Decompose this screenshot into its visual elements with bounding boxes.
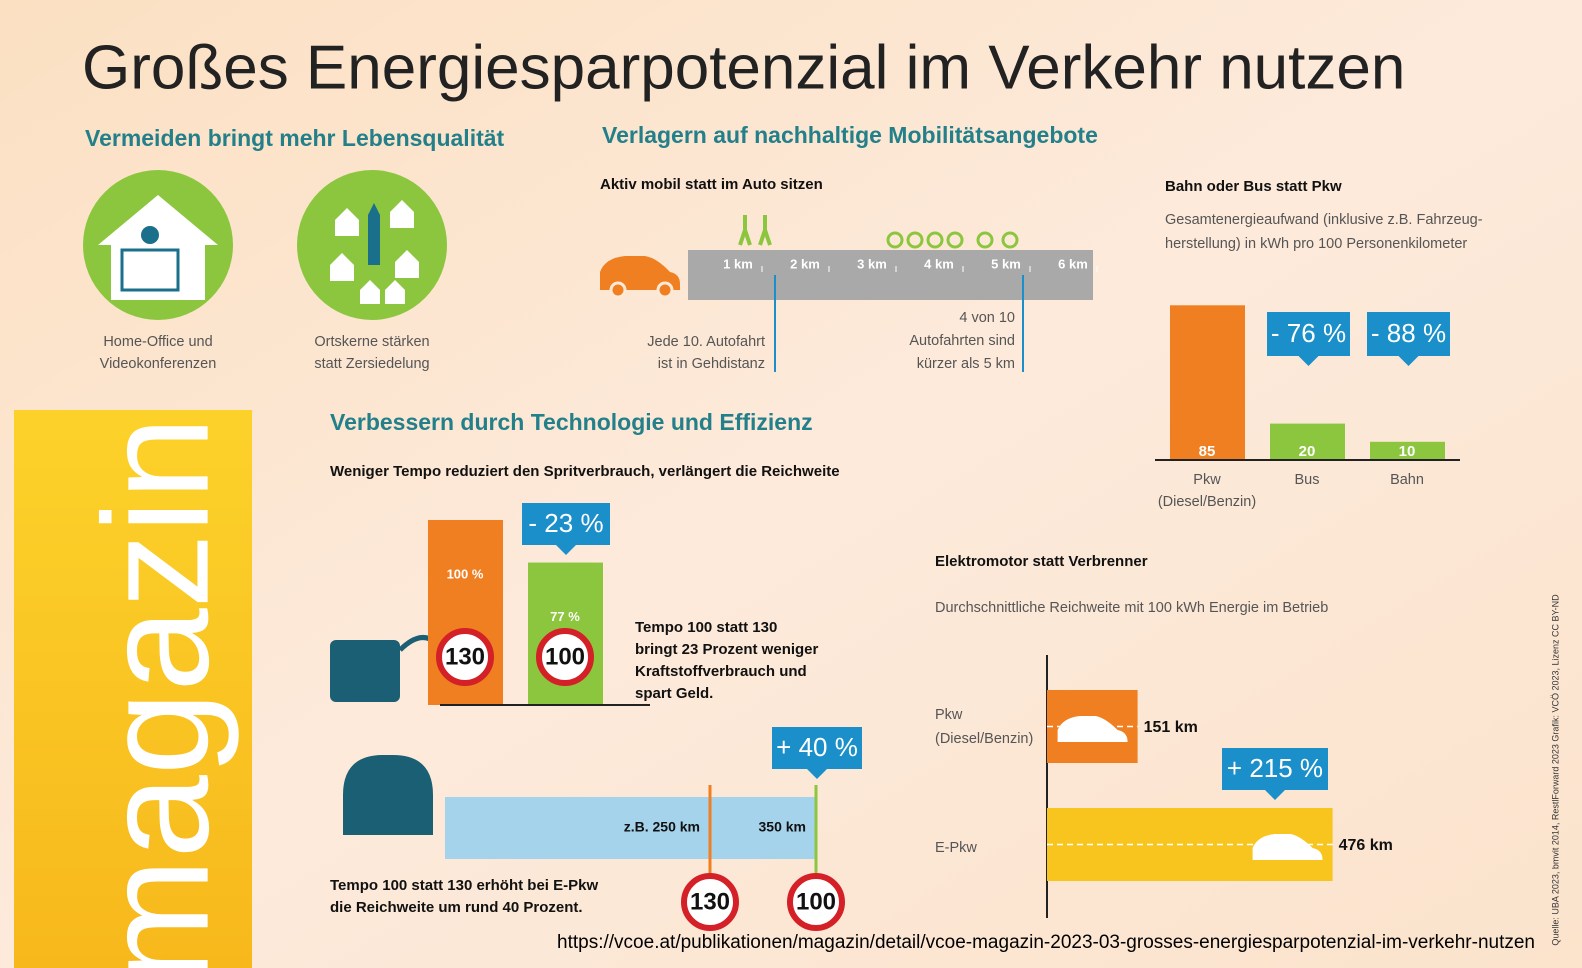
- speed-sign: [681, 873, 739, 931]
- text-line: Kraftstoffverbrauch und: [635, 663, 807, 680]
- subheading: Elektromotor statt Verbrenner: [935, 553, 1148, 570]
- subtitle: Durchschnittliche Reichweite mit 100 kWh…: [935, 600, 1328, 616]
- subheading: Weniger Tempo reduziert den Spritverbrau…: [330, 463, 840, 480]
- speed-sign: [787, 873, 845, 931]
- icon-car: [1252, 834, 1323, 860]
- text-line: Videokonferenzen: [100, 356, 217, 372]
- text-line: (Diesel/Benzin): [1158, 494, 1256, 510]
- badge-label: - 88 %: [1371, 318, 1446, 348]
- source: Quelle: UBA 2023, bmvit 2014, RestlForwa…: [1550, 594, 1560, 946]
- km-label: 4 km: [924, 256, 954, 271]
- range-label: z.B. 250 km: [624, 819, 700, 835]
- badge-label: + 40 %: [776, 732, 858, 762]
- badge: [1367, 312, 1450, 366]
- text-line: Tempo 100 statt 130 erhöht bei E-Pkw: [330, 877, 598, 894]
- icon-houses: [330, 200, 419, 304]
- subheading: Bahn oder Bus statt Pkw: [1165, 178, 1342, 195]
- icon-bikes: [886, 231, 1019, 249]
- bar-label: 100 %: [447, 566, 484, 581]
- badge: [1267, 312, 1350, 366]
- bar-label: 77 %: [550, 609, 580, 624]
- badge-label: + 215 %: [1227, 753, 1323, 783]
- text-line: Home-Office und: [103, 334, 212, 350]
- text-line: statt Zersiedelung: [314, 356, 429, 372]
- text-line: Jede 10. Autofahrt: [647, 334, 765, 350]
- heading: Vermeiden bringt mehr Lebensqualität: [85, 125, 505, 151]
- speed-sign-label: 130: [690, 888, 730, 915]
- text-line: Bus: [1295, 472, 1320, 488]
- text-line: spart Geld.: [635, 685, 713, 702]
- text-line: bringt 23 Prozent weniger: [635, 641, 819, 658]
- icon-wheel: [609, 281, 627, 299]
- text-line: Gesamtenergieaufwand (inklusive z.B. Fah…: [1165, 212, 1483, 228]
- icon-screen: [120, 248, 180, 292]
- title: Großes Energiesparpotenzial im Verkehr n…: [82, 33, 1405, 102]
- range-label: 350 km: [759, 819, 806, 835]
- text-line: Autofahrten sind: [909, 333, 1015, 349]
- subheading: Aktiv mobil statt im Auto sitzen: [600, 176, 823, 193]
- icon-car: [600, 256, 680, 290]
- bar-label: 85: [1199, 443, 1216, 460]
- speed-sign-label: 100: [545, 643, 585, 670]
- icon-car: [1057, 716, 1128, 742]
- km-label: 3 km: [857, 256, 887, 271]
- side-label: magazin: [72, 417, 240, 968]
- text-line: (Diesel/Benzin): [935, 731, 1033, 747]
- text-line: ist in Gehdistanz: [658, 356, 765, 372]
- bar: [1270, 423, 1345, 460]
- text-line: Tempo 100 statt 130: [635, 619, 777, 636]
- badge: [772, 727, 862, 779]
- speed-sign-label: 130: [445, 643, 485, 670]
- text-line: kürzer als 5 km: [917, 356, 1015, 372]
- text-line: Bahn: [1390, 472, 1424, 488]
- km-label: 5 km: [991, 256, 1021, 271]
- side-panel: [14, 410, 252, 968]
- bar-label: 10: [1399, 443, 1416, 460]
- km-label: 6 km: [1058, 256, 1088, 271]
- icon-house: [98, 195, 218, 300]
- speed-sign-label: 100: [796, 888, 836, 915]
- bar: [1370, 441, 1445, 460]
- text-line: die Reichweite um rund 40 Prozent.: [330, 899, 583, 916]
- speed-sign: [436, 628, 494, 686]
- text-line: Pkw: [1193, 472, 1221, 488]
- icon-person: [141, 226, 159, 244]
- badge: [522, 503, 610, 555]
- icon-church: [368, 203, 380, 265]
- text-line: E-Pkw: [935, 840, 977, 856]
- km-label: 1 km: [723, 256, 753, 271]
- bar-label: 151 km: [1144, 719, 1198, 736]
- url: https://vcoe.at/publikationen/magazin/de…: [557, 932, 1535, 953]
- heading: Verbessern durch Technologie und Effizie…: [330, 409, 813, 435]
- road: [688, 250, 1093, 300]
- km-label: 2 km: [790, 256, 820, 271]
- icon-ecar: [343, 755, 433, 835]
- text-line: herstellung) in kWh pro 100 Personenkilo…: [1165, 236, 1467, 252]
- text-line: Ortskerne stärken: [314, 334, 429, 350]
- bar-label: 476 km: [1339, 837, 1393, 854]
- badge: [1222, 748, 1328, 800]
- bar: [1170, 305, 1245, 460]
- icon-wheel: [656, 281, 674, 299]
- text-line: 4 von 10: [959, 310, 1015, 326]
- speed-sign: [536, 628, 594, 686]
- bar-label: 20: [1299, 443, 1316, 460]
- icon-walkers: [738, 215, 772, 246]
- badge-label: - 76 %: [1271, 318, 1346, 348]
- heading: Verlagern auf nachhaltige Mobilitätsange…: [602, 122, 1098, 148]
- icon-jerrycan: [330, 640, 400, 702]
- text-line: Pkw: [935, 707, 963, 723]
- range-bar: [445, 797, 816, 859]
- badge-label: - 23 %: [528, 508, 603, 538]
